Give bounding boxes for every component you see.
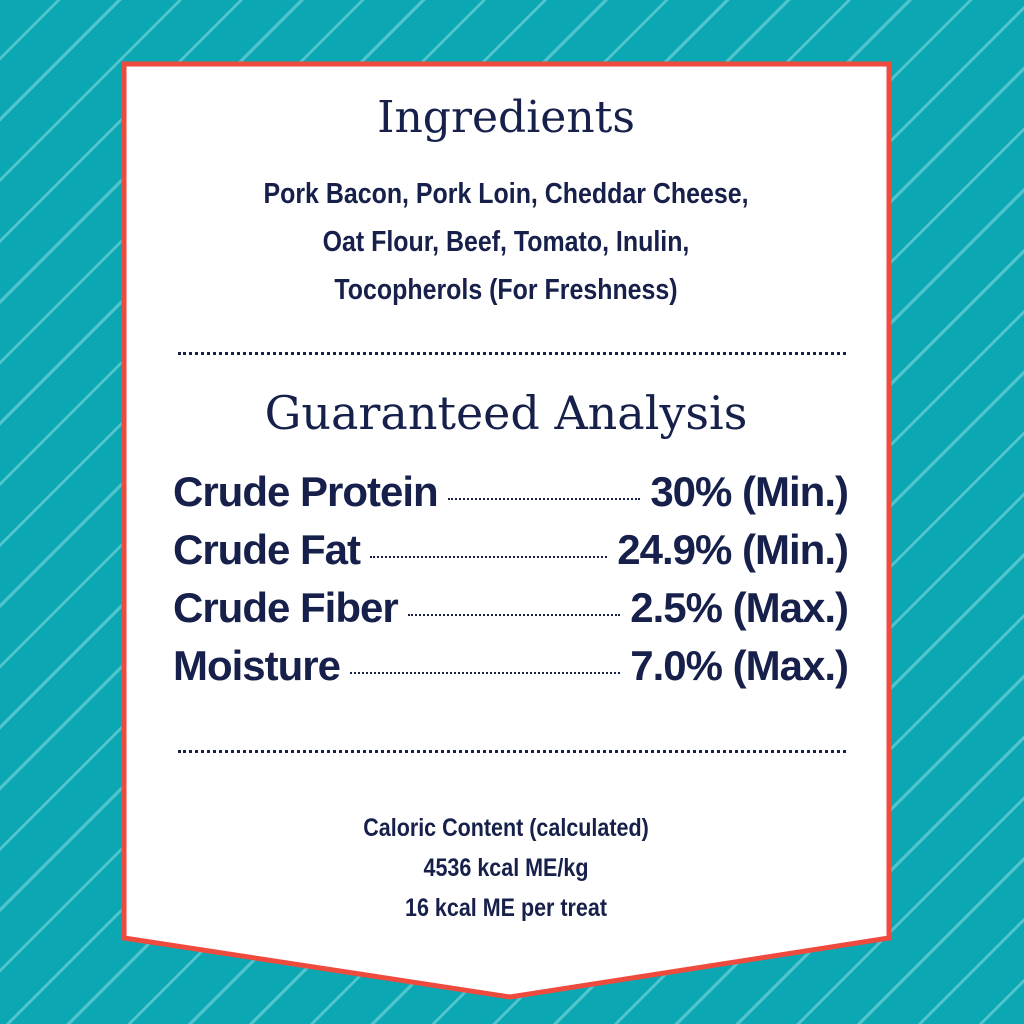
analysis-value: 24.9% (Min.) — [617, 526, 849, 573]
analysis-title: Guaranteed Analysis — [264, 386, 748, 440]
caloric-line: 16 kcal ME per treat — [405, 894, 607, 922]
analysis-row: Moisture 7.0% (Max.) — [173, 642, 849, 698]
ingredients-line: Tocopherols (For Freshness) — [334, 274, 678, 306]
ingredients-line: Pork Bacon, Pork Loin, Cheddar Cheese, — [263, 178, 749, 210]
analysis-label: Moisture — [173, 642, 341, 689]
analysis-value: 7.0% (Max.) — [630, 642, 849, 689]
analysis-row: Crude Fat 24.9% (Min.) — [173, 526, 849, 582]
ingredients-title: Ingredients — [377, 92, 635, 143]
divider — [178, 750, 846, 753]
analysis-label: Crude Fiber — [173, 584, 399, 631]
caloric-line: Caloric Content (calculated) — [363, 814, 649, 842]
caloric-line: 4536 kcal ME/kg — [423, 854, 589, 882]
analysis-value: 2.5% (Max.) — [630, 584, 849, 631]
caloric-content: Caloric Content (calculated) 4536 kcal M… — [176, 808, 836, 928]
analysis-label: Crude Fat — [173, 526, 361, 573]
analysis-value: 30% (Min.) — [650, 468, 849, 515]
ingredients-list: Pork Bacon, Pork Loin, Cheddar Cheese, O… — [176, 170, 836, 314]
analysis-row: Crude Fiber 2.5% (Max.) — [173, 584, 849, 640]
analysis-label: Crude Protein — [173, 468, 439, 515]
ingredients-line: Oat Flour, Beef, Tomato, Inulin, — [322, 226, 690, 258]
analysis-row: Crude Protein 30% (Min.) — [173, 468, 849, 524]
divider — [178, 352, 846, 355]
